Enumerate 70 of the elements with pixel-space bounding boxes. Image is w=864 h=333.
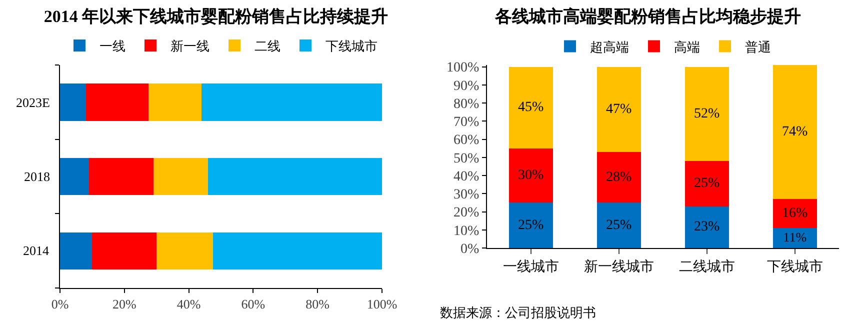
bar xyxy=(685,66,729,162)
bar xyxy=(148,84,202,121)
data-label: 45% xyxy=(518,100,544,116)
y-tick-label: 0% xyxy=(460,242,480,257)
y-tick-label: 100% xyxy=(446,60,480,76)
y-tick-label: 60% xyxy=(454,133,480,148)
legend-label: 下线城市 xyxy=(326,38,378,54)
y-tick-label: 70% xyxy=(454,115,480,130)
bar xyxy=(202,84,382,121)
data-label: 47% xyxy=(606,102,632,117)
x-tick-label: 60% xyxy=(241,296,266,312)
y-tick-label: 2018 xyxy=(24,169,50,184)
bar xyxy=(597,152,641,203)
legend-label: 一线 xyxy=(100,38,126,54)
bar xyxy=(153,158,208,196)
bar xyxy=(597,66,641,152)
y-tick-label: 2014 xyxy=(23,243,50,258)
data-label: 52% xyxy=(694,106,720,122)
y-tick-label: 40% xyxy=(454,169,480,184)
data-label: 25% xyxy=(694,176,720,192)
data-label: 30% xyxy=(518,168,544,184)
data-label: 25% xyxy=(606,218,632,233)
x-tick-label: 0% xyxy=(51,296,69,312)
x-tick-label: 100% xyxy=(366,296,398,312)
data-label: 74% xyxy=(782,124,808,140)
bar xyxy=(60,232,92,270)
bar xyxy=(60,158,89,196)
data-label: 25% xyxy=(518,218,544,233)
bar xyxy=(509,66,553,148)
x-tick-label: 20% xyxy=(112,296,136,312)
bar xyxy=(88,158,154,196)
bar xyxy=(685,206,729,248)
x-tick-label: 一线城市 xyxy=(503,258,559,275)
bar xyxy=(597,202,641,248)
data-label: 28% xyxy=(606,170,632,185)
y-tick-label: 2023E xyxy=(16,95,50,110)
chart-title: 各线城市高端婴配粉销售占比均稳步提升 xyxy=(494,6,801,26)
y-tick-label: 90% xyxy=(454,78,480,94)
legend-label: 新一线 xyxy=(170,38,210,54)
x-tick-label: 二线城市 xyxy=(679,258,735,275)
bar xyxy=(212,232,382,270)
bar xyxy=(86,84,149,121)
x-tick-label: 80% xyxy=(306,296,330,312)
bar xyxy=(685,161,729,206)
legend-label: 超高端 xyxy=(590,39,629,54)
y-tick-label: 50% xyxy=(454,151,480,166)
bar xyxy=(60,84,86,121)
data-label: 16% xyxy=(782,206,808,222)
bar xyxy=(92,232,157,270)
bar xyxy=(208,158,382,196)
bar xyxy=(509,202,553,248)
bar xyxy=(773,228,817,248)
x-tick-label: 下线城市 xyxy=(767,258,823,275)
y-tick-label: 30% xyxy=(454,188,480,203)
legend-label: 二线 xyxy=(254,38,280,54)
x-tick-label: 新一线城市 xyxy=(584,258,654,275)
source-note: 数据来源：公司招股说明书 xyxy=(440,305,596,320)
x-tick-label: 40% xyxy=(176,296,201,312)
legend-label: 高端 xyxy=(674,39,700,54)
bar xyxy=(509,148,553,203)
y-tick-label: 10% xyxy=(454,224,480,239)
bar xyxy=(773,65,817,200)
data-label: 23% xyxy=(694,220,720,235)
bar xyxy=(773,199,817,228)
chart-title: 2014 年以来下线城市婴配粉销售占比持续提升 xyxy=(44,6,388,26)
y-tick-label: 80% xyxy=(454,96,480,112)
data-label: 11% xyxy=(783,229,807,244)
y-tick-label: 20% xyxy=(454,206,480,221)
bar xyxy=(156,232,213,270)
legend-label: 普通 xyxy=(745,39,771,54)
